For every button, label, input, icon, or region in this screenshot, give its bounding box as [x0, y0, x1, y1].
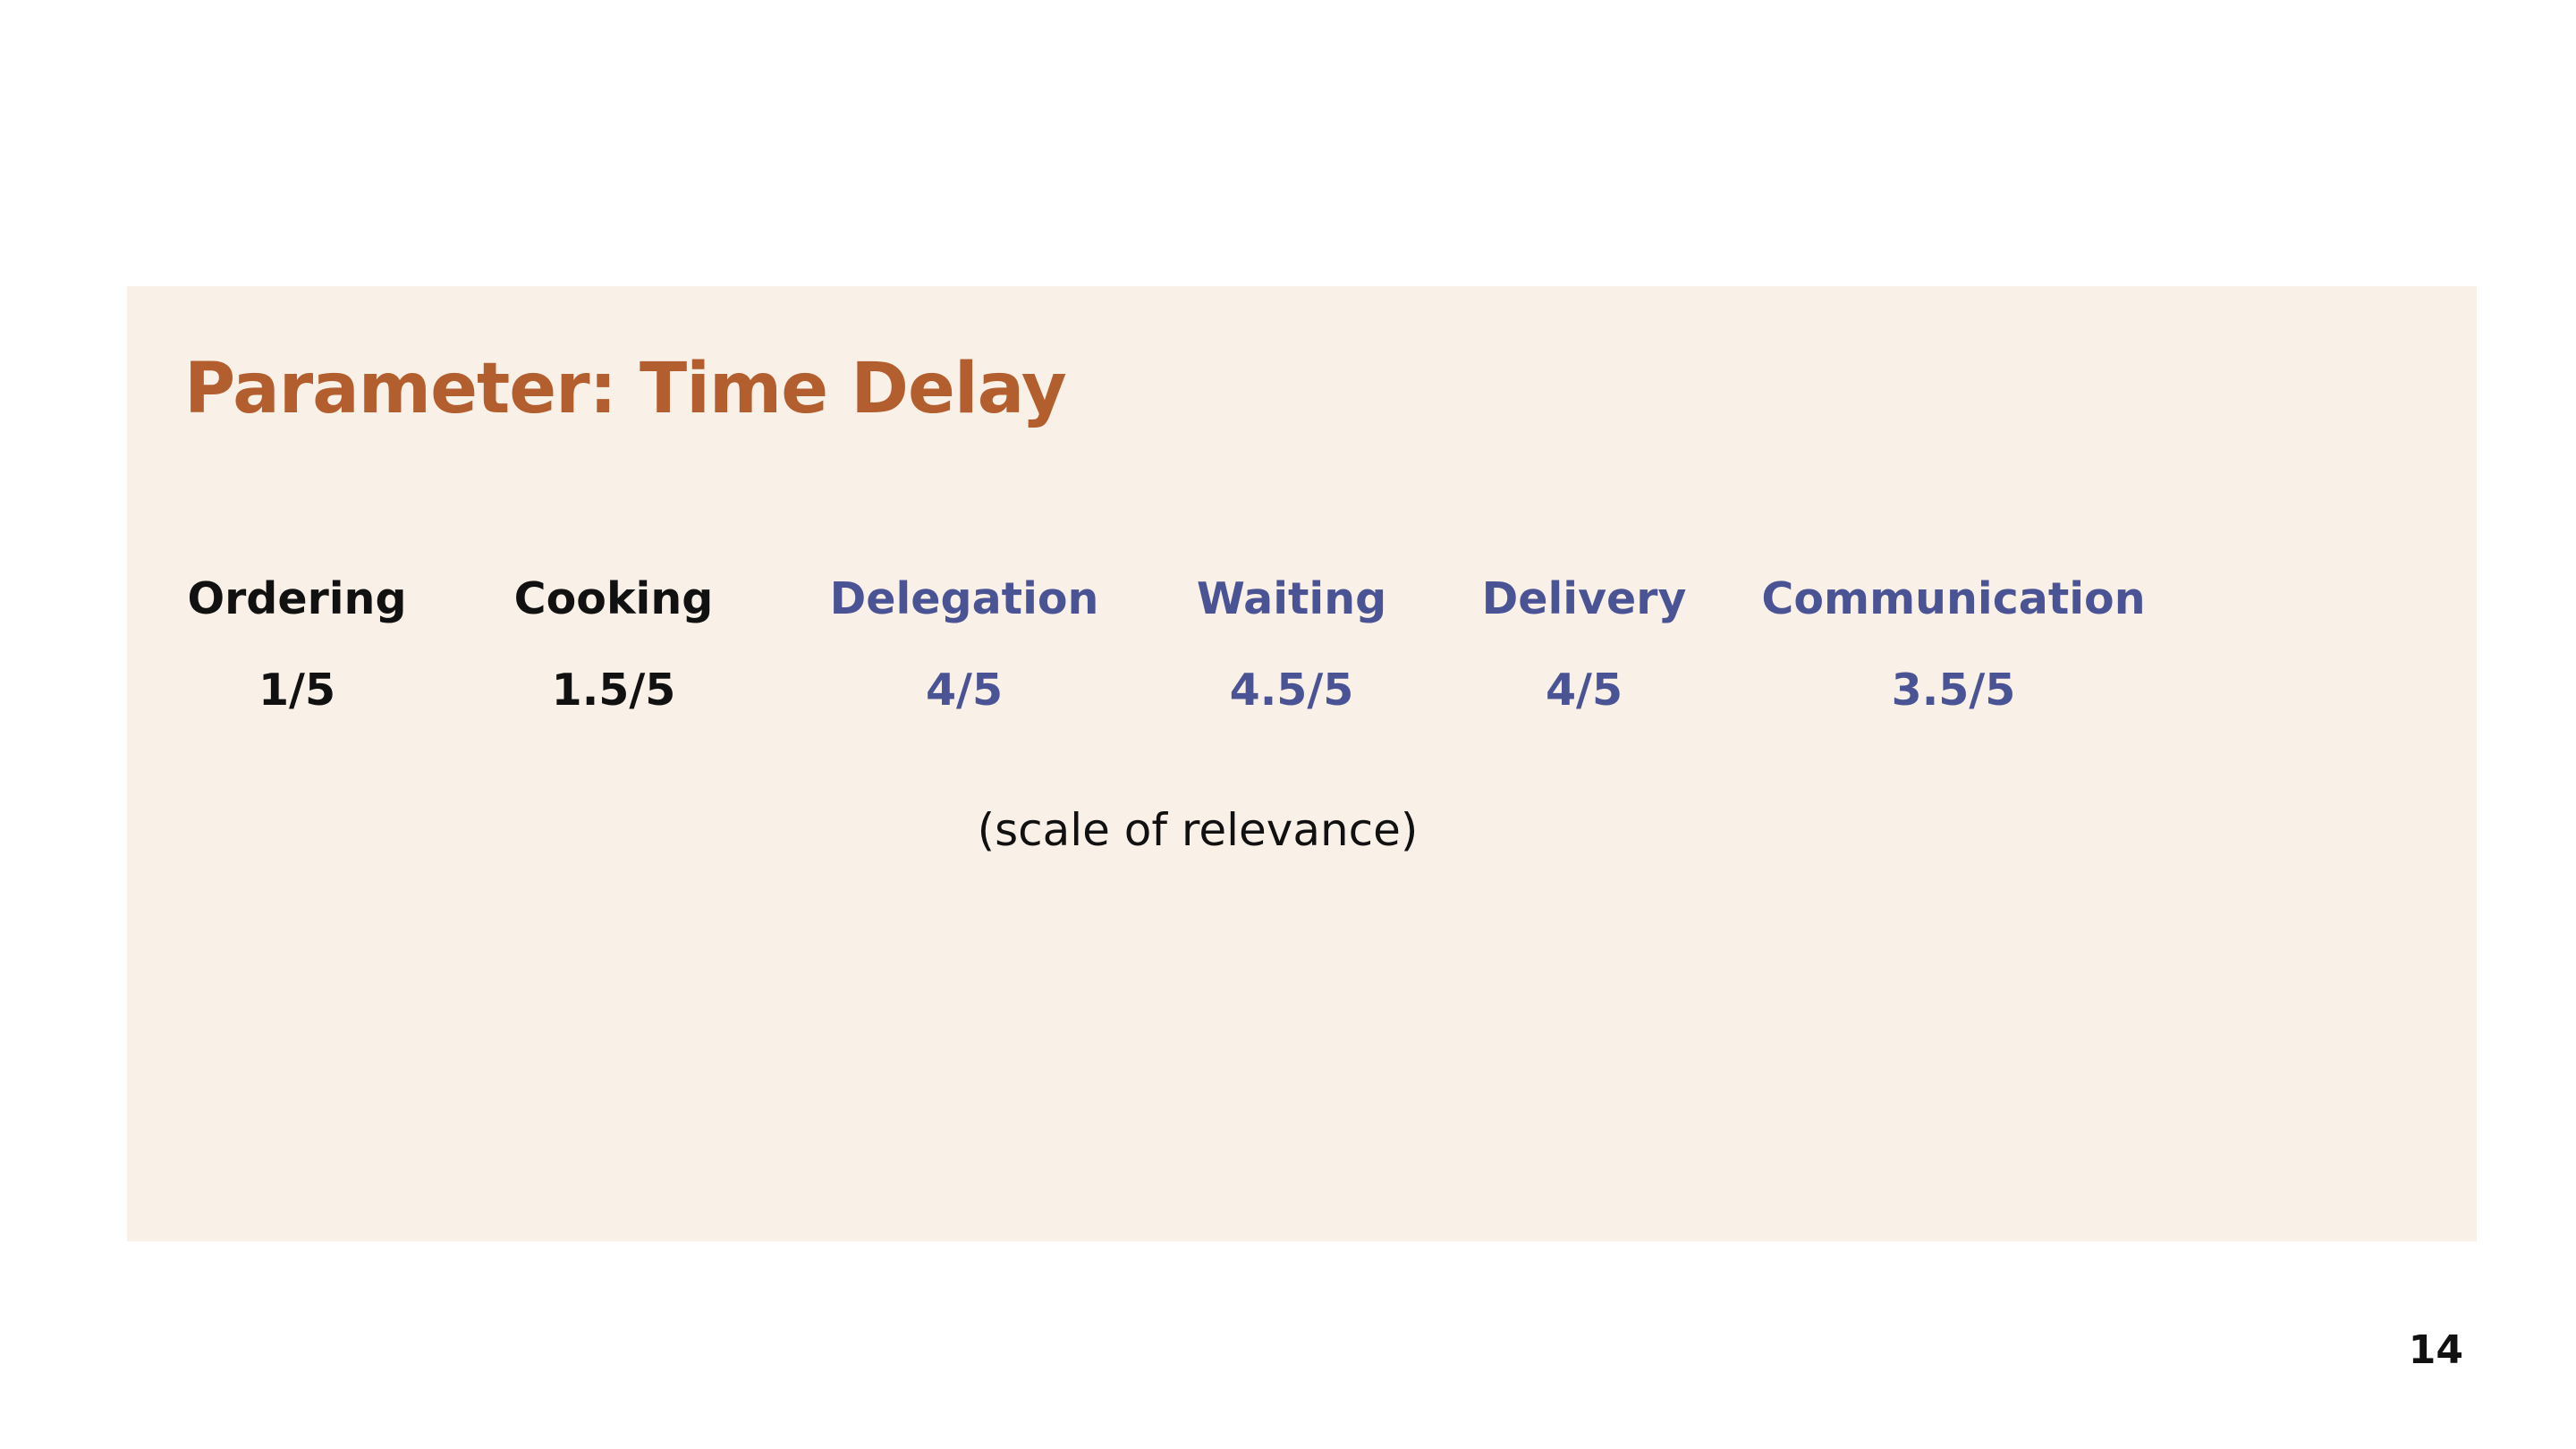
parameter-value: 3.5/5: [1891, 665, 2016, 716]
parameter-cooking: Cooking 1.5/5: [514, 564, 714, 726]
parameter-value: 4/5: [925, 665, 1004, 716]
parameter-label: Delegation: [829, 573, 1099, 624]
scale-note: (scale of relevance): [977, 804, 1419, 856]
parameter-waiting: Waiting 4.5/5: [1197, 564, 1386, 726]
parameter-value: 4.5/5: [1229, 665, 1354, 716]
parameter-delivery: Delivery 4/5: [1482, 564, 1687, 726]
page-number: 14: [2408, 1327, 2463, 1373]
parameter-value: 4/5: [1545, 665, 1623, 716]
parameter-label: Waiting: [1196, 573, 1387, 624]
parameter-label: Cooking: [513, 573, 714, 624]
parameter-ordering: Ordering 1/5: [187, 564, 406, 726]
parameter-label: Ordering: [187, 573, 407, 624]
content-panel: [127, 286, 2477, 1241]
parameter-value: 1/5: [258, 665, 336, 716]
parameter-value: 1.5/5: [551, 665, 676, 716]
parameter-delegation: Delegation 4/5: [830, 564, 1099, 726]
parameter-label: Delivery: [1481, 573, 1687, 624]
parameter-label: Communication: [1761, 573, 2146, 624]
parameter-communication: Communication 3.5/5: [1761, 564, 2145, 726]
slide-title: Parameter: Time Delay: [184, 349, 1067, 429]
